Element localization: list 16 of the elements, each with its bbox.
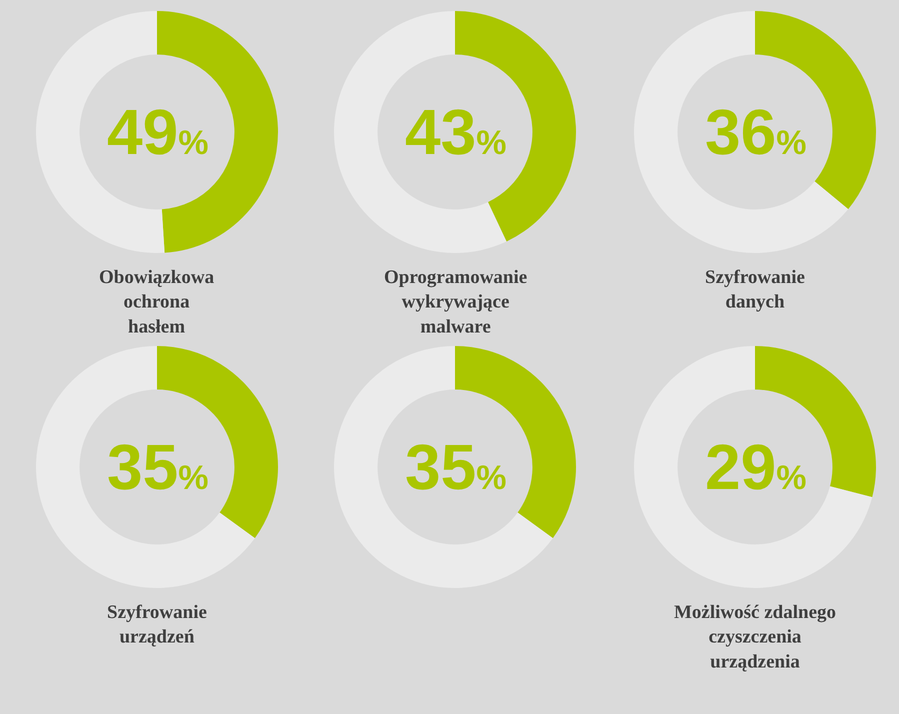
text: Oprogramowanie wykrywające malware [384,267,528,338]
donut-slice [334,346,553,588]
data-label: 35% [405,431,506,503]
text: Obowiązkowa ochrona hasłem [99,267,215,338]
data-label: 29% [705,431,806,503]
donut-slice [634,346,872,588]
donut-slice [634,11,848,253]
text: Szyfrowanie urządzeń [107,602,207,648]
data-label: 49% [107,96,208,168]
donut-slice [36,346,255,588]
data-label: 35% [107,431,208,503]
text: Możliwość zdalnego czyszczenia urządzenia [674,602,836,672]
donut-slice [334,11,507,253]
text: Szyfrowanie danych [705,267,805,313]
data-label: 36% [705,96,806,168]
data-label: 43% [405,96,506,168]
